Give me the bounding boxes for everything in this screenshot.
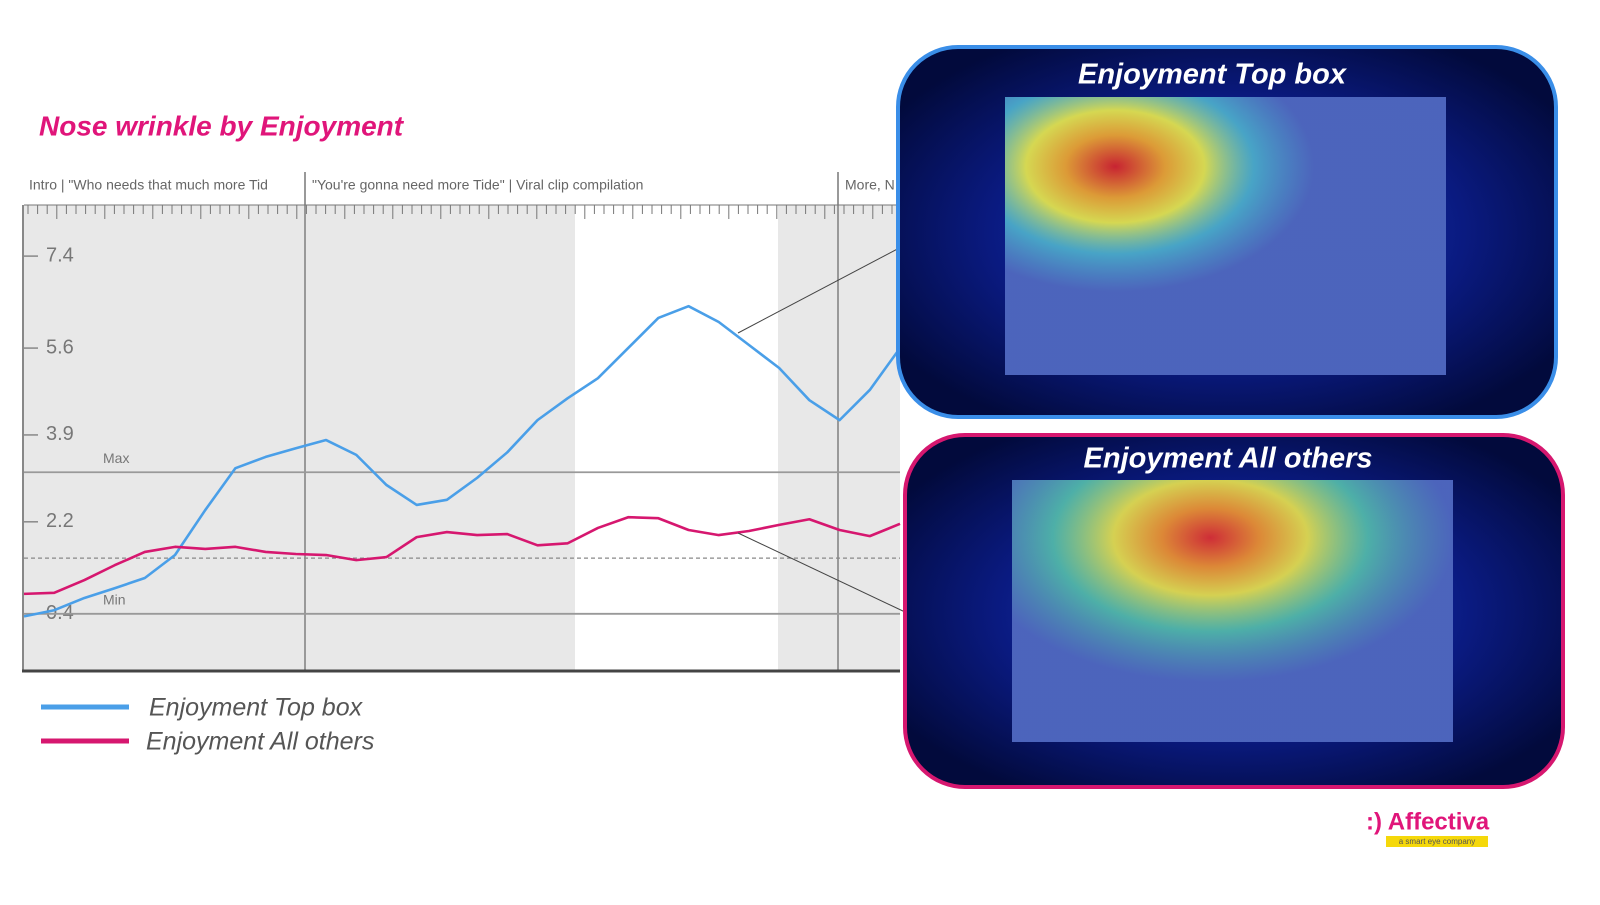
chart-title: Nose wrinkle by Enjoyment xyxy=(39,110,405,141)
y-tick-label: 3.9 xyxy=(46,423,74,445)
reference-label: Max xyxy=(103,450,129,466)
heatmap xyxy=(1012,480,1453,742)
logo-tagline: a smart eye company xyxy=(1399,837,1475,846)
logo-band xyxy=(1386,836,1488,847)
shade xyxy=(24,205,575,670)
heatmap xyxy=(1005,97,1446,375)
connector xyxy=(737,532,906,613)
legend-label: Enjoyment All others xyxy=(146,728,374,756)
series-line xyxy=(23,304,902,618)
segment-label: Intro | "Who needs that much more Tid xyxy=(29,177,268,193)
panel-title: Enjoyment All others xyxy=(1084,443,1373,475)
segment-label: More, N xyxy=(845,177,895,193)
y-tick-label: 2.2 xyxy=(46,510,74,532)
reference-label: Min xyxy=(103,591,126,607)
y-tick-label: 7.4 xyxy=(46,244,74,266)
y-tick-label: 5.6 xyxy=(46,336,74,358)
connector xyxy=(737,244,906,334)
panel-title: Enjoyment Top box xyxy=(1078,59,1348,91)
panel: Enjoyment All others xyxy=(903,433,1565,789)
legend-label: Enjoyment Top box xyxy=(149,694,364,722)
logo: :) Affectiva xyxy=(1366,808,1490,835)
panel: Enjoyment Top box xyxy=(896,45,1558,419)
segment-label: "You're gonna need more Tide" | Viral cl… xyxy=(312,177,643,193)
plot: Intro | "Who needs that much more Tid "Y… xyxy=(22,172,900,673)
series-line xyxy=(23,515,901,596)
